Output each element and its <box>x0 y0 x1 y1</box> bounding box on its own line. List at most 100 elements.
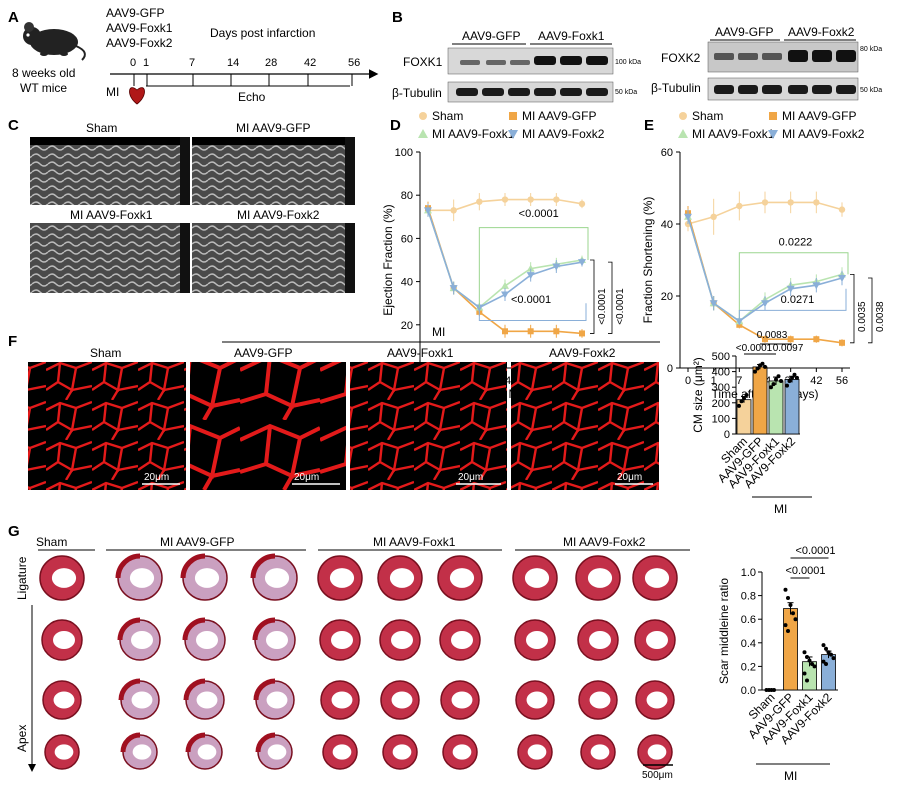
data-point <box>501 196 509 203</box>
f-label-foxk2: AAV9-Foxk2 <box>549 346 616 360</box>
y-tick-label: 20 <box>401 320 413 332</box>
heart-section-lumen <box>647 744 667 760</box>
data-point <box>449 285 458 293</box>
series-line-gfp <box>427 207 583 335</box>
data-point <box>761 300 769 308</box>
y-tick-label: 0.0 <box>741 685 756 697</box>
y-tick-label: 0.6 <box>741 614 756 626</box>
legend-label-foxk1: MI AAV9-Foxk1 <box>432 127 515 141</box>
y-axis-label: Scar middleine ratio <box>717 578 731 684</box>
sig-bracket-foxk2 <box>738 288 847 322</box>
data-point <box>769 385 773 390</box>
data-point <box>785 383 789 388</box>
blot-band <box>714 53 734 60</box>
y-tick-label: 0.2 <box>741 661 756 673</box>
sig-label: 0.0038 <box>875 301 886 332</box>
heart-section-lumen <box>194 568 220 588</box>
data-point <box>776 374 781 379</box>
data-point <box>761 199 769 206</box>
data-point <box>812 664 817 669</box>
blot-band <box>836 85 856 94</box>
series-line-gfp <box>687 212 843 344</box>
heart-section-lumen <box>589 631 611 649</box>
heart-section-lumen <box>53 631 75 649</box>
data-point <box>787 199 794 206</box>
sig-label: <0.0001 <box>785 565 825 577</box>
sig-label: 0.0083 <box>757 330 788 341</box>
bar-1 <box>752 366 768 435</box>
group-gfp: AAV9-GFP <box>106 6 164 20</box>
g-label-sham: Sham <box>36 535 67 549</box>
heart-section-wall <box>250 553 276 579</box>
y-tick-label: 20 <box>661 291 673 303</box>
data-point <box>821 659 826 664</box>
mouse-caption-2: WT mice <box>20 81 67 95</box>
sig-bracket <box>868 277 873 344</box>
data-point <box>802 671 807 676</box>
data-point <box>762 336 768 343</box>
sig-label: <0.0001 <box>519 208 559 220</box>
heart-section-wall <box>255 732 276 753</box>
data-point <box>838 206 846 213</box>
group-label: MI <box>774 502 787 516</box>
data-point <box>501 281 509 289</box>
legend-marker <box>419 112 427 120</box>
blot-band <box>534 88 556 96</box>
echo-label-gfp: MI AAV9-GFP <box>236 121 310 135</box>
g-label-foxk2: MI AAV9-Foxk2 <box>563 535 646 549</box>
blot2-loading: β-Tubulin <box>651 81 701 95</box>
data-point <box>709 300 718 308</box>
panel-c: Sham MI AAV9-GFP MI AAV9-Foxk1 MI AAV9-F… <box>30 121 355 293</box>
sig-bracket-foxk1 <box>738 252 849 322</box>
data-point <box>527 196 534 203</box>
heart-section-wall <box>180 553 206 579</box>
heart-section-wall <box>182 617 206 641</box>
g-label-gfp: MI AAV9-GFP <box>160 535 234 549</box>
blot2-target-kda: 80 kDa <box>860 46 882 53</box>
heart-section-lumen <box>53 691 75 709</box>
y-axis-label: Ejection Fraction (%) <box>381 204 395 315</box>
legend-marker <box>418 129 428 138</box>
data-point <box>812 282 821 290</box>
heart-section-wall <box>118 678 141 701</box>
timeline-day-42: 42 <box>304 57 316 69</box>
histology-sham-image <box>28 362 186 490</box>
legend-marker <box>768 130 778 139</box>
scale-bar-label: 20μm <box>294 472 319 483</box>
data-point <box>793 617 798 622</box>
data-point <box>760 361 765 366</box>
heart-section-lumen <box>389 568 415 588</box>
blot-band <box>762 85 782 94</box>
heart-section-lumen <box>391 631 413 649</box>
data-point <box>763 364 767 369</box>
heart-icon <box>129 87 145 105</box>
blot2-target: FOXK2 <box>661 51 701 65</box>
panel-g: Sham MI AAV9-GFP MI AAV9-Foxk1 MI AAV9-F… <box>15 535 690 781</box>
heart-section-wall <box>120 732 141 753</box>
data-point <box>826 650 831 655</box>
heart-section-wall <box>117 617 141 641</box>
timeline-day-1: 1 <box>143 57 149 69</box>
data-point <box>774 377 778 382</box>
histology-gfp-image <box>190 362 346 490</box>
data-point <box>744 393 749 397</box>
heart-section-lumen <box>51 568 77 588</box>
y-tick-label: 1.0 <box>741 567 756 579</box>
heart-section-wall <box>183 678 206 701</box>
timeline-day-28: 28 <box>265 57 277 69</box>
legend-label-foxk2: MI AAV9-Foxk2 <box>522 127 605 141</box>
data-point <box>526 264 535 272</box>
legend-marker <box>679 112 687 120</box>
y-tick-label: 300 <box>712 382 730 394</box>
echo-label-sham: Sham <box>86 121 117 135</box>
data-point <box>805 678 809 683</box>
y-tick-label: 40 <box>661 219 673 231</box>
panel-label-f: F <box>8 333 17 350</box>
y-tick-label: 60 <box>661 147 673 159</box>
data-point <box>787 378 792 383</box>
heart-section-wall <box>253 678 276 701</box>
data-point <box>779 378 783 383</box>
group-foxk1: AAV9-Foxk1 <box>106 21 173 35</box>
blot-band <box>788 50 808 62</box>
